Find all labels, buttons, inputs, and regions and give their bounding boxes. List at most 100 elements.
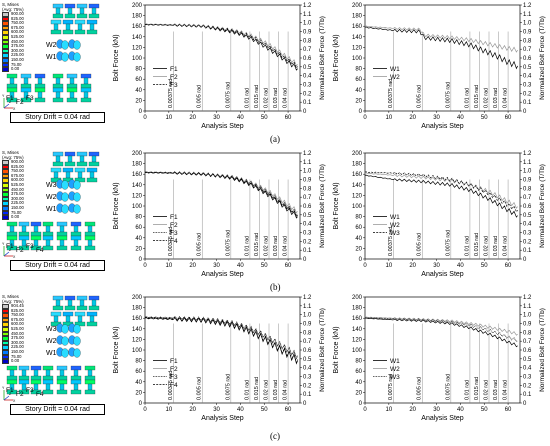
x-tick-label: 60 [285,263,292,269]
web-bolt-label: W2 [46,42,57,49]
axis-triad-label: Z [9,248,12,252]
bolt-shape [18,365,30,381]
stress-legend-row: 450.00 [2,331,50,337]
y2-tick-label: 0.3 [303,83,312,89]
drift-marker-label: 0.02 rad [264,236,270,256]
story-drift-label-a: Story Drift = 0.04 rad [10,112,105,123]
stress-legend-row: 300.00 [2,340,50,346]
stress-legend-swatch [2,331,9,337]
web-bolt-label: W1 [46,206,57,213]
y-tick-label: 120 [132,45,143,51]
stress-legend-swatch [2,182,9,188]
bolt-shape [70,365,82,381]
stress-legend: S, Mises (Avg: 75%) 904.45 825.00 750.00 675… [2,294,50,364]
stress-legend-value: 675.00 [11,316,24,322]
bolt-shape [20,73,32,89]
y2-tick-label: 0.2 [523,383,532,389]
y2-tick-label: 0.6 [303,348,312,354]
y-tick-label: 80 [355,215,362,221]
drift-marker-label: 0.0075 rad [445,374,451,400]
stress-legend-value: 225.00 [11,200,24,206]
stress-legend-swatch [2,12,9,17]
axis-triad-label: X [13,255,16,259]
stress-legend-swatch [2,345,9,350]
web-bolt-shape [56,191,69,202]
y-axis-title: Bolt Force (kN) [113,326,120,373]
y-tick-label: 60 [355,225,362,231]
bolt-shape [52,73,64,89]
x-tick-label: 60 [285,407,292,413]
y2-tick-label: 0.9 [303,322,312,328]
stress-legend-value: 75.00 [11,353,22,359]
y-tick-label: 180 [132,14,143,20]
stress-legend-row: 825.00 [2,308,50,314]
y-tick-label: 60 [135,225,142,231]
y-tick-label: 160 [132,172,143,178]
y-axis-title: Bolt Force (kN) [333,326,340,373]
stress-legend-value: 375.00 [11,191,24,197]
stress-legend-title: S, Mises (Avg: 75%) [2,294,24,304]
stress-legend-swatch [2,34,9,40]
y2-axis-title: Normalized Bolt Force (T/Tb) [319,164,326,248]
flange-bolt-label: F1 [6,95,14,102]
drift-marker-label: 0.04 rad [283,380,289,400]
drift-marker-label: 0.015 rad [474,377,480,400]
stress-legend-swatch [2,196,9,202]
drift-marker-label: 0.005 rad [197,85,203,108]
x-axis-title: Analysis Step [421,271,464,278]
drift-marker-label: 0.0075 rad [225,82,231,108]
drift-marker-label: 0.00375 rad [168,227,174,256]
stress-legend-row: 900.00 [2,11,50,17]
y2-tick-label: 1.1 [523,304,532,310]
drift-marker-label: 0.02 rad [264,380,270,400]
y2-tick-label: 1.1 [303,160,312,166]
x-tick-label: 50 [481,115,488,121]
y2-tick-label: 1.1 [303,304,312,310]
y2-tick-label: 0.6 [523,348,532,354]
web-bolt-shape [56,323,69,334]
drift-marker-label: 0.03 rad [493,236,499,256]
y2-tick-label: 0.3 [523,375,532,381]
stress-legend-value: 750.00 [11,168,24,174]
x-tick-label: 50 [261,407,268,413]
legend-label: W1 [390,358,400,365]
drift-marker-label: 0.02 rad [484,88,490,108]
y-tick-label: 40 [135,380,142,386]
y-tick-label: 20 [135,390,142,396]
x-axis-title: Analysis Step [421,415,464,422]
stress-legend-swatch [2,67,9,72]
y2-tick-label: 0.2 [303,91,312,97]
bolt-shape [52,151,64,167]
series-line-w2 [364,25,518,53]
y2-tick-label: 0.2 [303,239,312,245]
stress-legend-row: 825.00 [2,164,50,170]
bolt-shape [34,87,46,103]
bolt-shape [56,221,68,237]
bolt-shape [42,221,54,237]
y-tick-label: 200 [132,3,143,9]
x-tick-label: 10 [386,115,393,121]
stress-legend-value: 900.00 [11,11,24,16]
bolt-shape [88,3,100,19]
stress-legend-row: 904.45 [2,303,50,309]
y-tick-label: 120 [352,193,363,199]
stress-legend-swatch [2,308,9,314]
chart-c-flange-bolts: 0 10 20 30 40 50 60 0 20 40 60 80 100 120 140 160 180 200… [113,295,326,422]
flange-bolt-label: F4 [36,391,44,398]
stress-legend-row: 450.00 [2,187,50,193]
drift-marker-label: 0.015 rad [254,85,260,108]
stress-legend-row: 675.00 [2,25,50,31]
bolt-shape [30,365,42,381]
series-line-w2 [364,316,518,336]
series-line-f1 [144,317,298,365]
stress-legend-swatch [2,215,9,220]
stress-legend-swatch [2,178,9,183]
y2-axis-title: Normalized Bolt Force (T/Tb) [539,16,546,100]
drift-marker-label: 0.03 rad [273,88,279,108]
chart-b-flange-bolts: 0 10 20 30 40 50 60 0 20 40 60 80 100 120 140 160 180 200… [113,151,326,278]
y-tick-label: 80 [135,215,142,221]
bolt-shape [86,311,98,327]
stress-legend-swatch [2,21,9,26]
bolt-shape [56,235,68,251]
x-axis-title: Analysis Step [201,271,244,278]
